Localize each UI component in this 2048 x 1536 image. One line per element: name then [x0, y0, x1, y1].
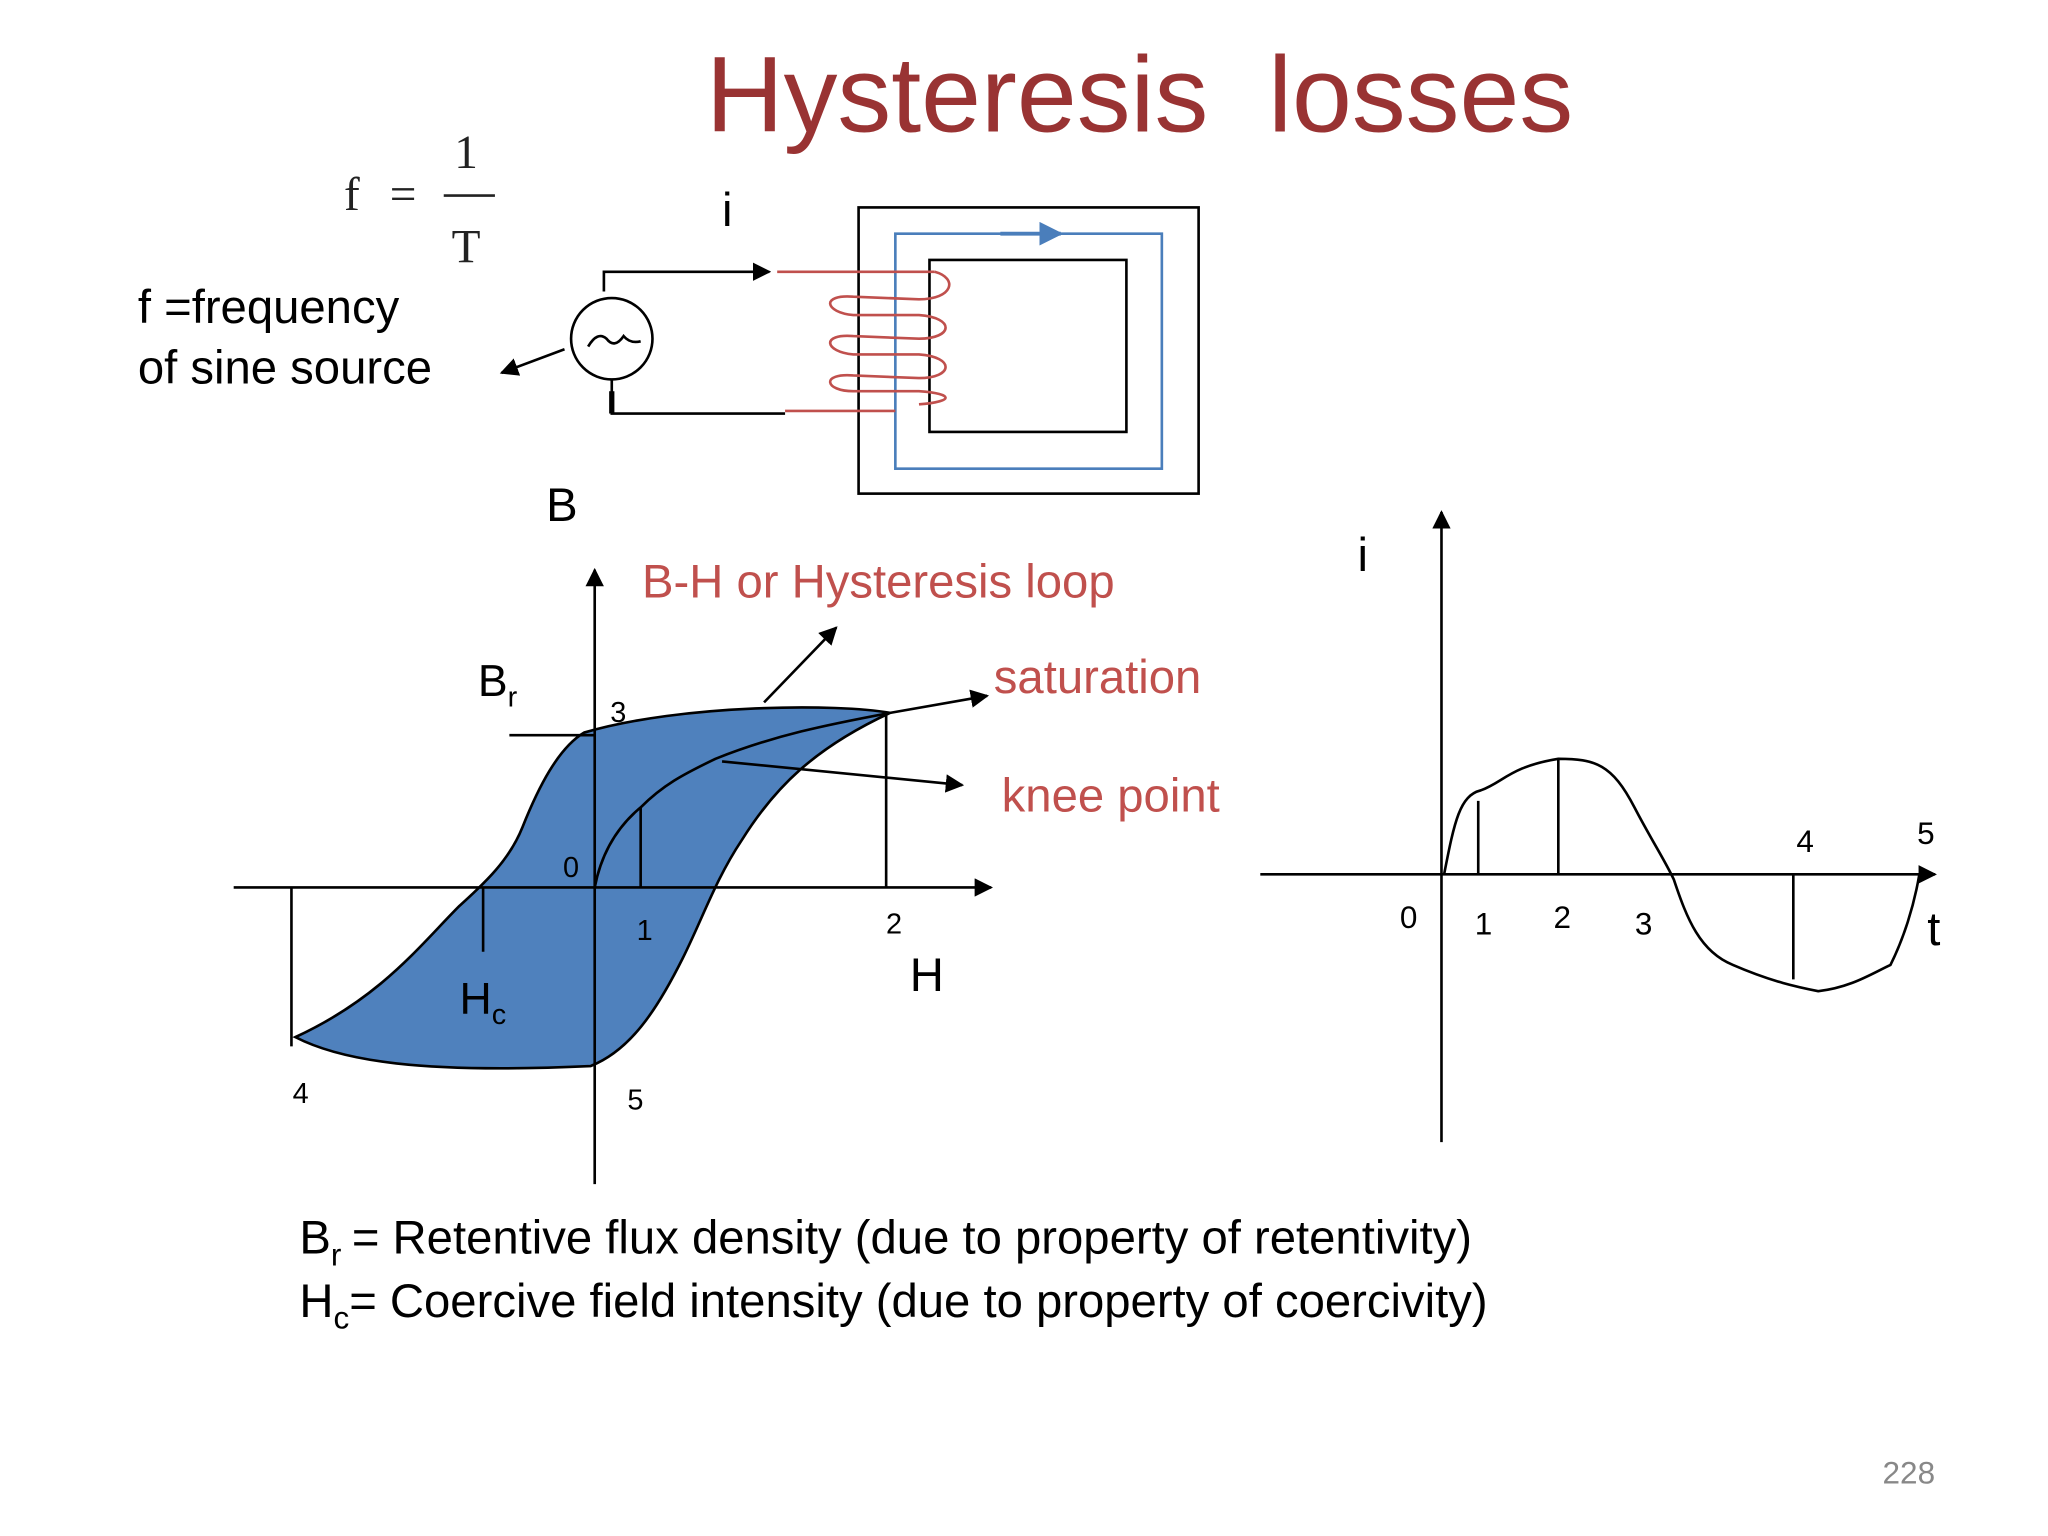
i-axis-label: i [1357, 529, 1368, 582]
caption-arrow [763, 626, 838, 704]
point-label: 5 [1917, 815, 1935, 851]
core-outer [857, 206, 1200, 495]
h-axis-label: H [910, 949, 944, 1002]
point-label: 4 [293, 1078, 309, 1110]
source-note: of sine source [138, 341, 432, 394]
source-note: f =frequency [138, 281, 400, 334]
definition: Hc= Coercive field intensity (due to pro… [299, 1275, 1487, 1336]
saturation-arrow [889, 689, 990, 715]
point-label: 3 [610, 697, 626, 729]
subscript: r [331, 1237, 342, 1273]
point-label: 0 [1400, 899, 1418, 935]
definition-text: = Coercive field intensity (due to prope… [349, 1275, 1487, 1328]
knee-arrow [721, 760, 965, 793]
initial-curve [593, 711, 891, 888]
current-wave [1260, 510, 1937, 1143]
current-label: i [722, 184, 733, 237]
guide-lines [290, 715, 888, 1047]
flux-path [894, 232, 1164, 470]
point-label: 2 [886, 908, 902, 940]
point-label: 1 [637, 915, 653, 947]
formula-eq: = [390, 169, 417, 221]
point-label: 1 [1475, 906, 1493, 942]
loop-points: 0 1 2 3 4 5 [293, 697, 902, 1116]
circuit [569, 206, 1200, 495]
core-inner [928, 258, 1128, 434]
symbol: B [299, 1212, 331, 1265]
subscript: c [492, 999, 506, 1031]
wire-bottom [610, 379, 786, 415]
page-number: 228 [1883, 1454, 1936, 1490]
title: Hysteresis losses [706, 34, 1573, 154]
formula-lhs: f [344, 169, 360, 221]
formula: f = 1 T [344, 127, 495, 274]
formula-denominator: T [452, 222, 481, 274]
point-label: 5 [627, 1084, 643, 1116]
subscript: c [333, 1300, 349, 1336]
saturation-label: saturation [994, 651, 1202, 704]
point-label: 0 [563, 852, 579, 884]
hc-label: Hc [459, 974, 506, 1031]
note-arrow [499, 347, 565, 376]
loop-caption: B-H or Hysteresis loop [642, 555, 1115, 608]
sine-source [569, 296, 654, 381]
sine-symbol [587, 333, 641, 348]
wave [1442, 757, 1921, 993]
t-axis-label: t [1927, 903, 1940, 956]
b-axis-label: B [546, 479, 578, 532]
symbol: H [299, 1275, 333, 1328]
wave-points: 0 1 2 3 4 5 [1400, 815, 1935, 942]
definition-text: = Retentive flux density (due to propert… [352, 1212, 1472, 1265]
coil [777, 270, 951, 413]
bh-loop [233, 567, 994, 1185]
br-label: Br [478, 657, 518, 714]
symbol: B [478, 657, 508, 706]
symbol: H [459, 974, 491, 1023]
definition: Br = Retentive flux density (due to prope… [299, 1212, 1472, 1273]
point-label: 4 [1796, 823, 1814, 859]
point-label: 3 [1635, 906, 1653, 942]
wire-top [602, 262, 772, 292]
subscript: r [508, 681, 518, 713]
knee-label: knee point [1002, 769, 1220, 822]
point-label: 2 [1553, 899, 1571, 935]
formula-numerator: 1 [454, 127, 478, 179]
